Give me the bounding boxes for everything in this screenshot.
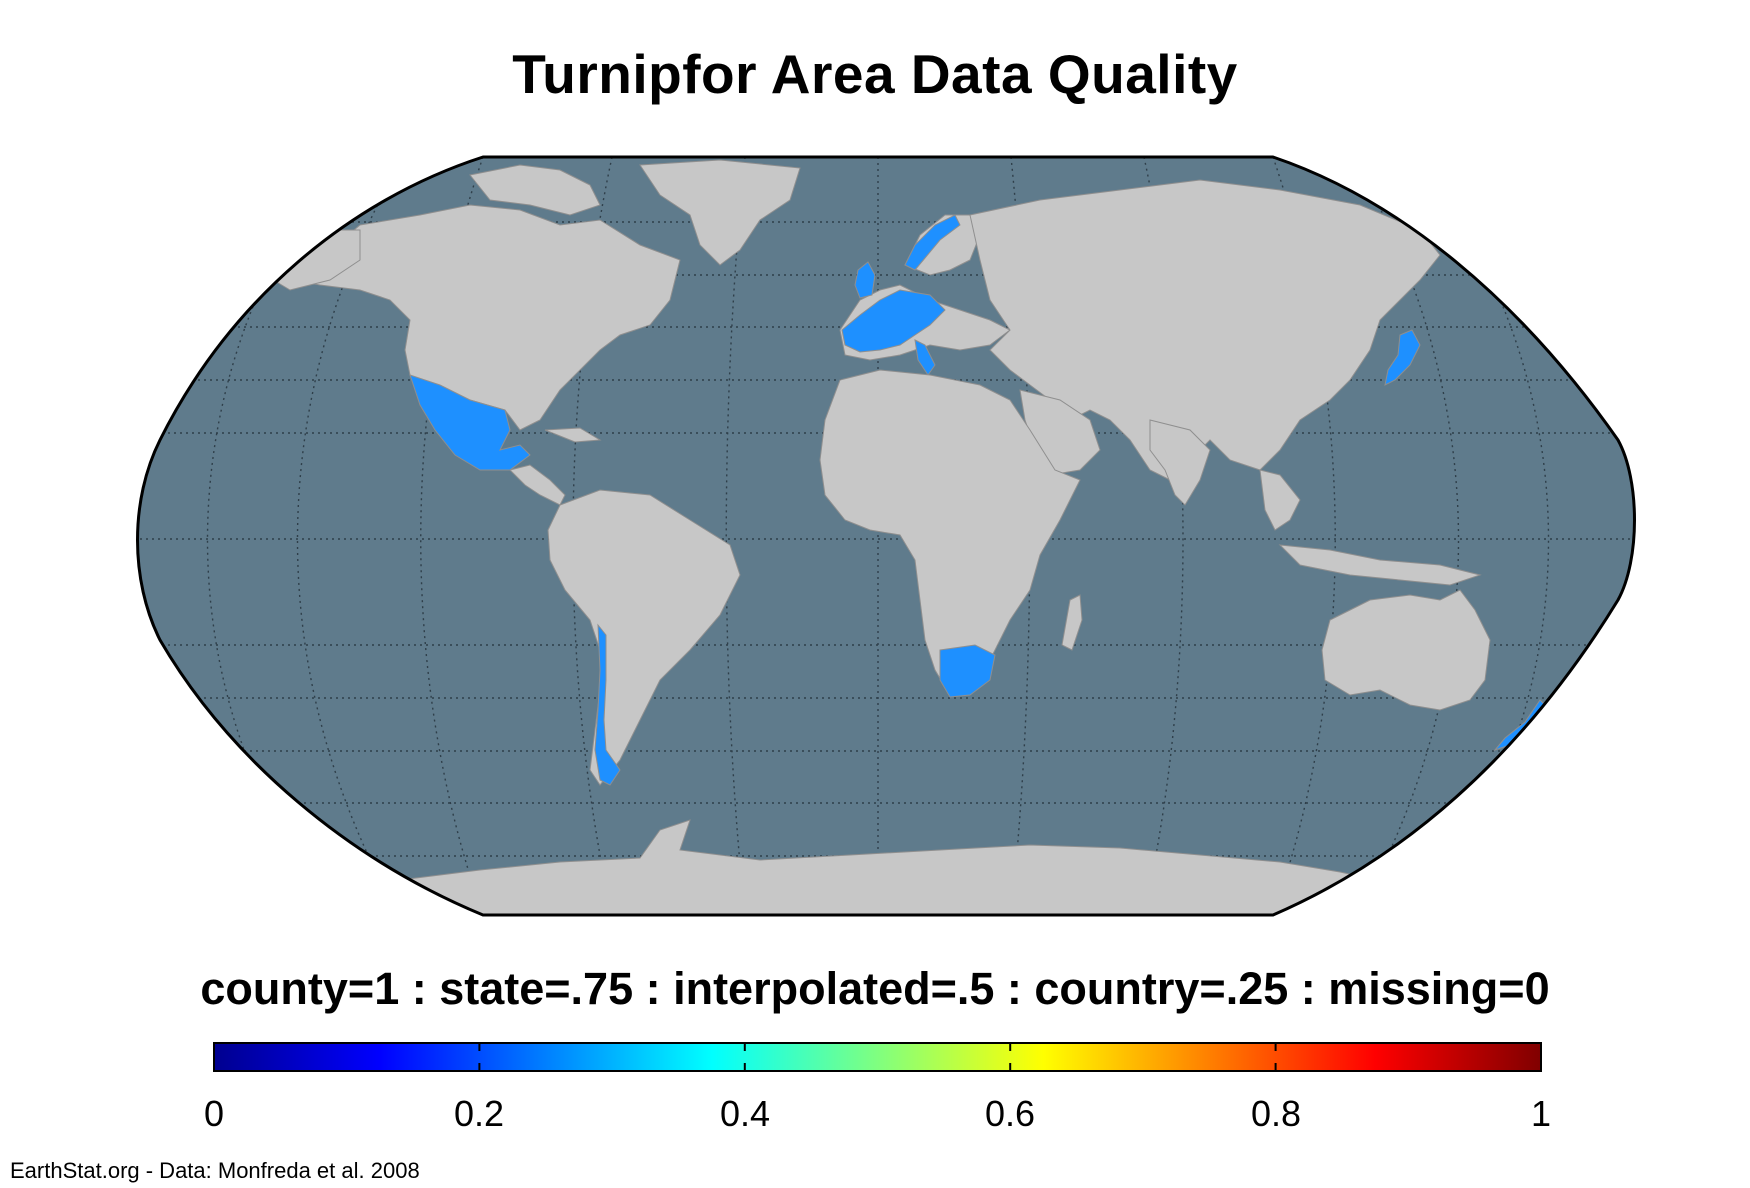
australia (1321, 589, 1491, 711)
colorbar-gradient (213, 1042, 1542, 1072)
map-title: Turnipfor Area Data Quality (512, 43, 1238, 105)
colorbar-tick-label: 0.2 (453, 1093, 505, 1134)
colorbar-tick-label: 0.4 (719, 1093, 771, 1134)
mexico (409, 374, 531, 471)
cuba (544, 427, 602, 443)
arctic-islands (469, 164, 601, 216)
italy (914, 339, 936, 376)
colorbar-tick-label: 1 (1530, 1093, 1552, 1134)
asia (969, 179, 1441, 481)
north-america (263, 204, 681, 431)
colorbar-tick-label: 0 (203, 1093, 225, 1134)
south-america (547, 489, 741, 786)
credit-text: EarthStat.org - Data: Monfreda et al. 20… (10, 1158, 420, 1183)
indonesia (1278, 544, 1482, 586)
madagascar (1061, 594, 1083, 651)
south-africa (939, 644, 996, 698)
india (1149, 419, 1211, 506)
western-europe (841, 289, 946, 353)
central-america (509, 464, 566, 506)
map-frame (136, 155, 1636, 917)
greenland (639, 159, 801, 266)
colorbar-ticks (478, 1043, 1277, 1071)
legend-caption: county=1 : state=.75 : interpolated=.5 :… (200, 963, 1550, 1014)
southeast-asia (1259, 469, 1301, 531)
colorbar-tick-label: 0.6 (984, 1093, 1036, 1134)
great-britain (854, 261, 876, 299)
colorbar-tick-label: 0.8 (1250, 1093, 1302, 1134)
graticule (140, 157, 1635, 915)
japan (1384, 329, 1421, 386)
norway (904, 214, 961, 271)
chile (594, 623, 621, 786)
